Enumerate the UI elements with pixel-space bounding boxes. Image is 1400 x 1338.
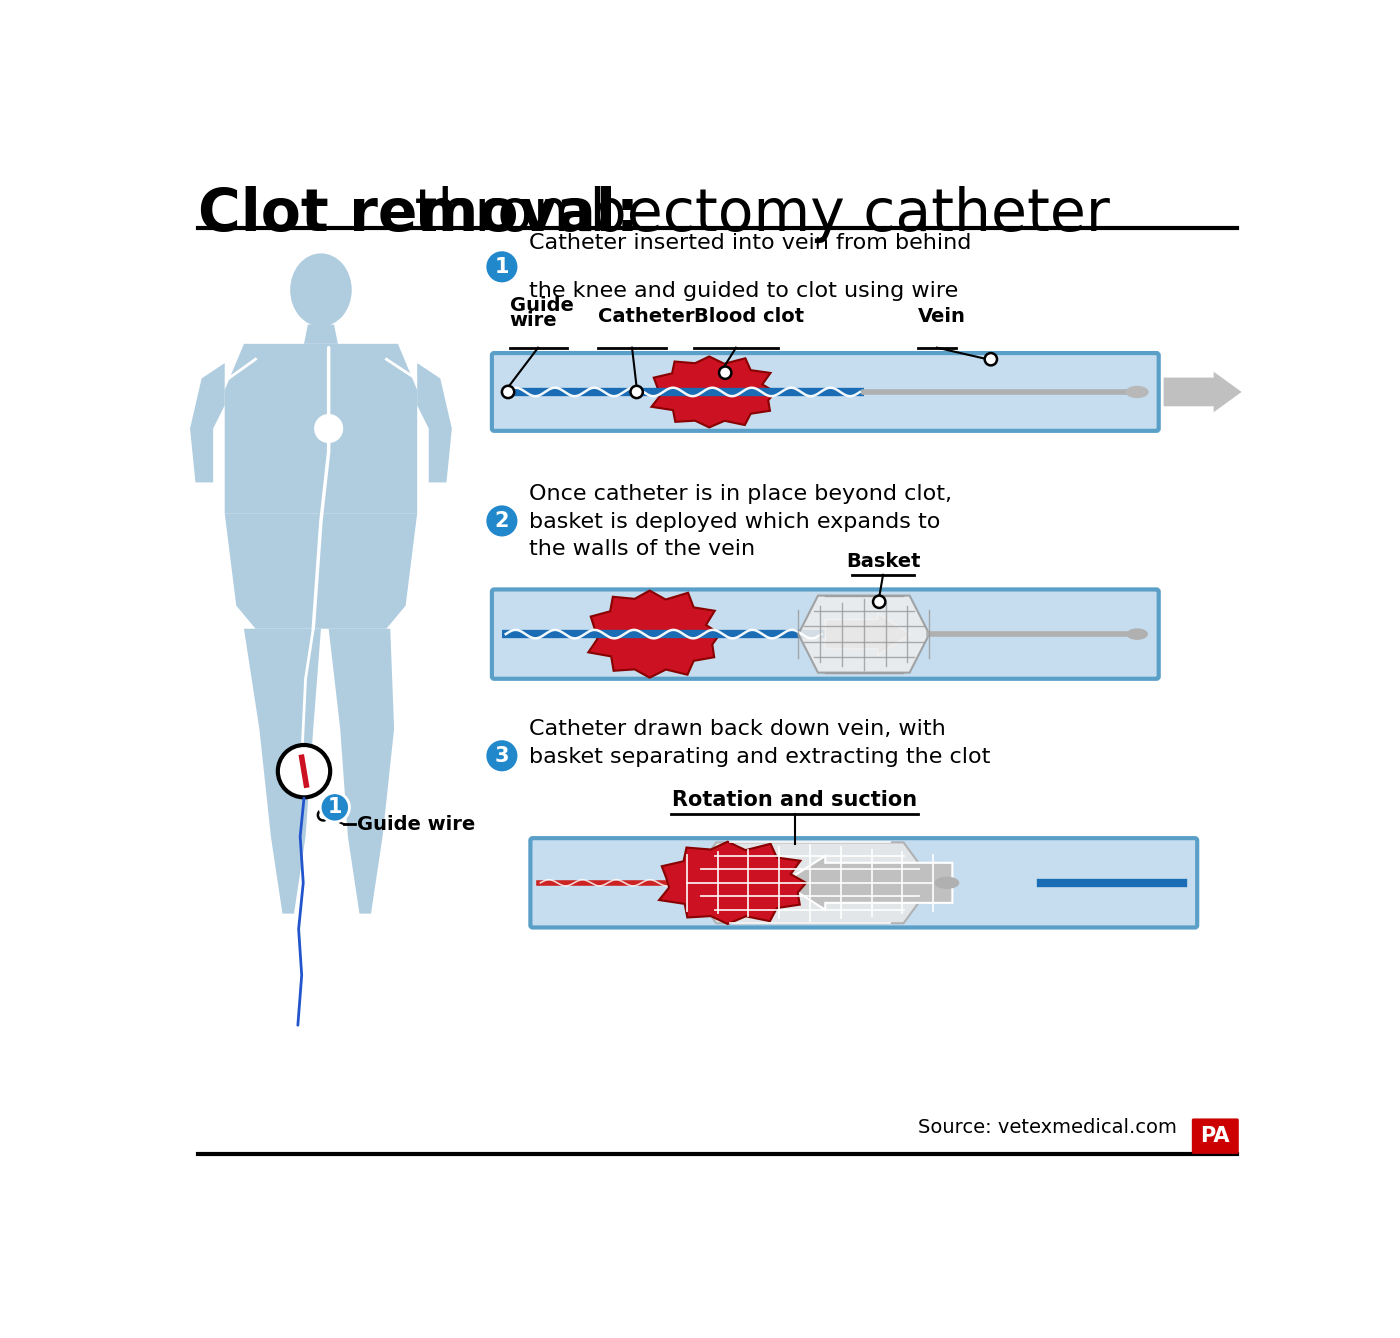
Ellipse shape — [935, 876, 959, 888]
Circle shape — [630, 385, 643, 399]
Polygon shape — [651, 356, 776, 427]
Polygon shape — [314, 629, 395, 914]
Circle shape — [321, 792, 350, 822]
Circle shape — [277, 745, 330, 797]
Text: 1: 1 — [494, 257, 510, 277]
Text: Catheter inserted into vein from behind: Catheter inserted into vein from behind — [529, 233, 972, 253]
Text: 1: 1 — [328, 797, 342, 818]
Text: basket is deployed which expands to: basket is deployed which expands to — [529, 511, 941, 531]
Ellipse shape — [1127, 629, 1148, 640]
Circle shape — [484, 250, 519, 284]
Ellipse shape — [1126, 385, 1148, 399]
Circle shape — [501, 385, 514, 399]
FancyBboxPatch shape — [491, 353, 1159, 431]
Circle shape — [484, 739, 519, 773]
Text: Rotation and suction: Rotation and suction — [672, 789, 917, 809]
Text: the knee and guided to clot using wire: the knee and guided to clot using wire — [529, 281, 958, 301]
Polygon shape — [244, 629, 321, 914]
Text: Vein: Vein — [918, 308, 966, 326]
FancyArrow shape — [783, 856, 952, 910]
Text: basket separating and extracting the clot: basket separating and extracting the clo… — [529, 747, 990, 767]
Circle shape — [484, 504, 519, 538]
Text: Clot removal:: Clot removal: — [197, 186, 638, 244]
Ellipse shape — [290, 253, 351, 326]
Text: Catheter: Catheter — [598, 308, 694, 326]
Text: Guide wire: Guide wire — [357, 815, 476, 834]
Polygon shape — [224, 514, 417, 629]
Text: 3: 3 — [494, 745, 510, 765]
FancyBboxPatch shape — [531, 838, 1197, 927]
Text: PA: PA — [1200, 1127, 1229, 1147]
FancyArrow shape — [1162, 369, 1243, 415]
Polygon shape — [224, 344, 417, 514]
Text: Guide: Guide — [510, 296, 574, 314]
Text: wire: wire — [510, 310, 557, 330]
Polygon shape — [659, 842, 806, 925]
Polygon shape — [687, 843, 932, 923]
Circle shape — [720, 367, 731, 379]
Polygon shape — [417, 363, 452, 483]
FancyArrow shape — [826, 613, 910, 656]
FancyBboxPatch shape — [1191, 1119, 1239, 1153]
Text: Source: vetexmedical.com: Source: vetexmedical.com — [918, 1119, 1176, 1137]
Circle shape — [318, 809, 329, 820]
Text: the walls of the vein: the walls of the vein — [529, 539, 755, 559]
FancyBboxPatch shape — [491, 590, 1159, 678]
Text: Catheter drawn back down vein, with: Catheter drawn back down vein, with — [529, 719, 945, 739]
Text: Once catheter is in place beyond clot,: Once catheter is in place beyond clot, — [529, 484, 952, 504]
Text: Blood clot: Blood clot — [694, 308, 805, 326]
Text: thrombectomy catheter: thrombectomy catheter — [396, 186, 1110, 244]
Polygon shape — [190, 363, 224, 483]
Text: 2: 2 — [494, 511, 510, 531]
Circle shape — [984, 353, 997, 365]
Text: Basket: Basket — [846, 553, 920, 571]
Polygon shape — [798, 595, 930, 673]
Polygon shape — [588, 590, 720, 677]
Circle shape — [874, 595, 885, 607]
Circle shape — [315, 415, 343, 443]
Polygon shape — [304, 325, 337, 344]
